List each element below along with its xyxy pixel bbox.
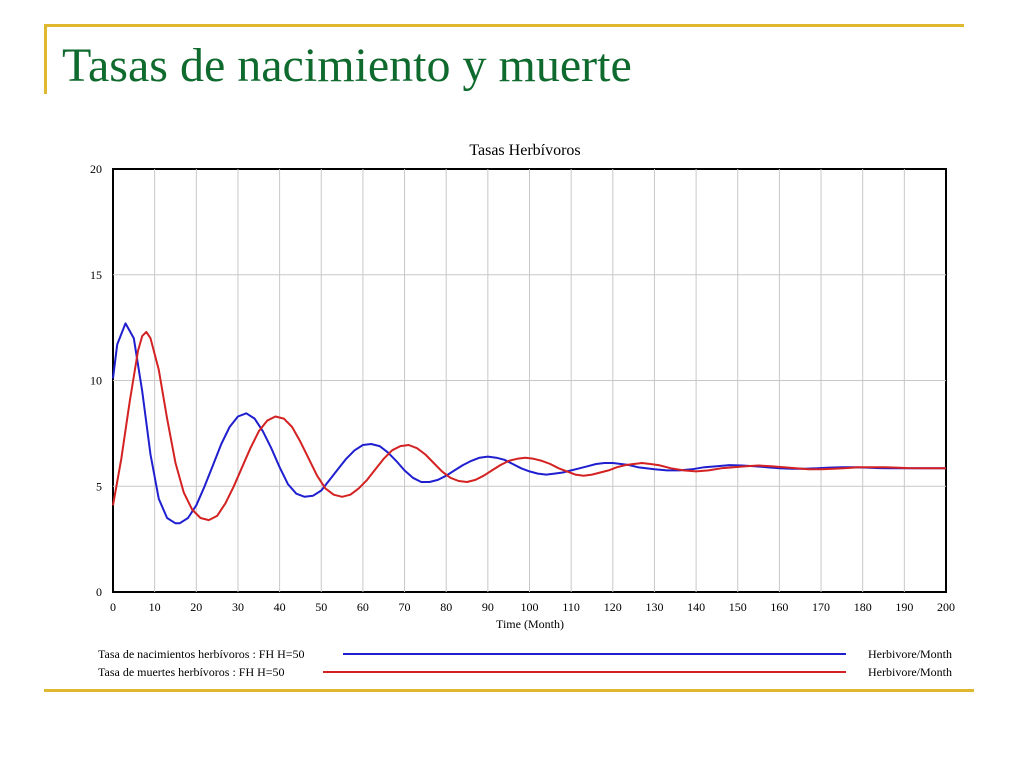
y-tick-label: 20 <box>90 162 102 176</box>
x-tick-label: 130 <box>645 600 663 614</box>
x-tick-label: 10 <box>149 600 161 614</box>
x-tick-label: 110 <box>562 600 580 614</box>
series-line-2 <box>112 330 946 522</box>
x-tick-labels: 0 10 20 30 40 50 60 70 80 90 100 110 120 130 140 150 160… <box>110 600 955 614</box>
x-tick-label: 180 <box>854 600 872 614</box>
x-tick-label: 0 <box>110 600 116 614</box>
series-lines <box>112 322 946 525</box>
chart-title: Tasas Herbívoros <box>469 142 580 159</box>
legend: Tasa de nacimientos herbívoros : FH H=50… <box>98 647 952 679</box>
y-tick-label: 5 <box>96 479 102 493</box>
x-tick-label: 40 <box>274 600 286 614</box>
legend-series-name: Tasa de muertes herbívoros : FH H=50 <box>98 665 285 679</box>
slide-accent-left-bar <box>44 24 47 94</box>
x-tick-label: 120 <box>604 600 622 614</box>
legend-series-unit: Herbivore/Month <box>868 665 952 679</box>
x-tick-label: 20 <box>190 600 202 614</box>
x-tick-label: 160 <box>770 600 788 614</box>
slide-accent-top-bar <box>44 24 964 27</box>
y-tick-label: 0 <box>96 585 102 599</box>
slide-accent-bottom-bar <box>44 689 974 692</box>
x-tick-label: 140 <box>687 600 705 614</box>
y-tick-labels: 0 5 10 15 20 <box>90 162 102 599</box>
x-tick-label: 100 <box>521 600 539 614</box>
x-tick-label: 80 <box>440 600 452 614</box>
y-tick-label: 15 <box>90 268 102 282</box>
x-tick-label: 50 <box>315 600 327 614</box>
x-tick-label: 60 <box>357 600 369 614</box>
slide-title: Tasas de nacimiento y muerte <box>62 39 632 92</box>
grid-lines <box>113 169 946 592</box>
legend-series-unit: Herbivore/Month <box>868 647 952 661</box>
x-tick-label: 190 <box>895 600 913 614</box>
x-tick-label: 200 <box>937 600 955 614</box>
x-tick-label: 30 <box>232 600 244 614</box>
x-axis-label: Time (Month) <box>496 617 564 631</box>
x-tick-label: 70 <box>399 600 411 614</box>
x-tick-label: 90 <box>482 600 494 614</box>
x-tick-label: 170 <box>812 600 830 614</box>
y-tick-label: 10 <box>90 374 102 388</box>
legend-series-name: Tasa de nacimientos herbívoros : FH H=50 <box>98 647 305 661</box>
x-tick-label: 150 <box>729 600 747 614</box>
